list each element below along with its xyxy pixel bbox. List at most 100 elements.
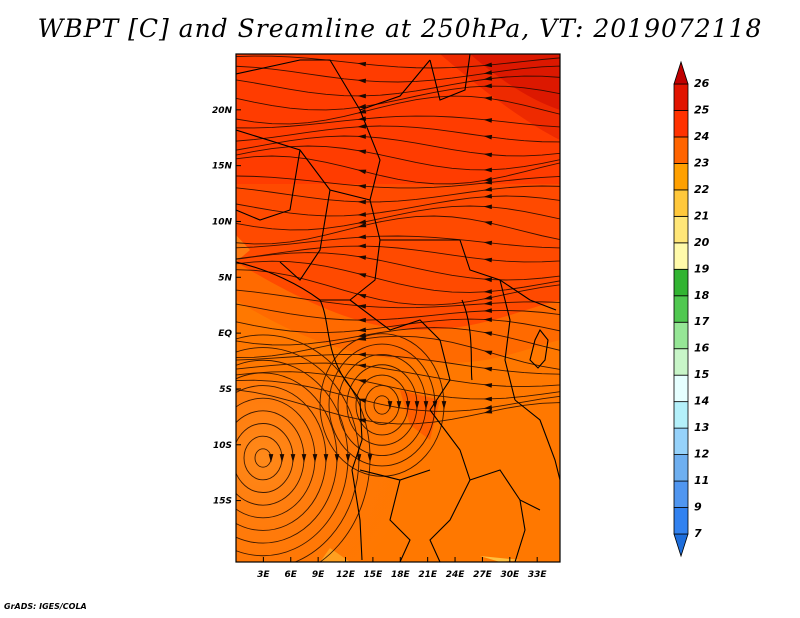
streamline-arrow <box>483 193 493 199</box>
streamline-arrow <box>357 93 366 99</box>
streamline-arrow <box>483 308 492 313</box>
colorbar-label: 9 <box>694 501 702 514</box>
streamline-arrow <box>312 454 318 463</box>
colorbar-label: 18 <box>694 289 710 302</box>
x-tick-label: 18E <box>391 570 411 580</box>
x-tick-label: 24E <box>446 570 466 580</box>
streamline-arrow <box>357 379 367 384</box>
streamline-arrow <box>483 277 493 283</box>
streamline-arrow <box>357 108 367 114</box>
streamline-arrow <box>357 352 366 357</box>
colorbar-segment <box>673 507 689 535</box>
x-tick-label: 6E <box>285 570 298 580</box>
streamline <box>236 195 560 217</box>
streamline-arrow <box>483 317 492 323</box>
streamline-arrow <box>357 184 367 189</box>
streamline <box>236 75 560 97</box>
y-tick-label: 5N <box>218 273 232 283</box>
colorbar-segment <box>673 427 689 455</box>
colorbar-segment <box>673 242 689 270</box>
chart-title: WBPT [C] and Sreamline at 250hPa, VT: 20… <box>37 14 763 43</box>
colorbar-segment <box>673 454 689 482</box>
streamline <box>236 252 560 281</box>
colorbar-segment <box>673 480 689 508</box>
streamline <box>236 269 560 306</box>
streamline-arrow <box>357 363 367 369</box>
streamline <box>236 389 560 425</box>
streamline-arrow <box>483 179 493 185</box>
y-tick-label: 15N <box>212 162 233 172</box>
streamline <box>236 85 560 111</box>
streamline-arrow <box>483 83 492 89</box>
streamline-arrow <box>345 454 351 463</box>
streamline-arrow <box>357 418 367 424</box>
streamline-arrow <box>357 336 367 341</box>
streamline-arrow <box>357 317 366 323</box>
y-tick-label: 20N <box>212 106 233 116</box>
streamline <box>236 362 560 388</box>
streamline-arrow <box>432 401 438 410</box>
streamline <box>236 205 560 231</box>
colorbar-segment <box>673 348 689 376</box>
streamline-arrow <box>357 123 367 129</box>
streamline <box>236 335 560 370</box>
colorbar-segment <box>673 268 689 297</box>
streamline <box>236 371 560 400</box>
colorbar-segment <box>673 215 689 244</box>
colorbar-label: 16 <box>694 342 710 355</box>
colorbar-label: 15 <box>694 368 710 381</box>
colorbar-label: 25 <box>694 103 710 116</box>
streamline <box>236 65 560 83</box>
colorbar-segment <box>673 136 689 164</box>
y-tick-label: 5S <box>219 385 232 395</box>
y-tick-label: 15S <box>213 497 232 507</box>
colorbar-segment <box>673 295 689 323</box>
streamline-arrow <box>483 408 493 414</box>
streamline-arrow <box>357 149 367 155</box>
colorbar-segment <box>673 163 689 191</box>
streamline-arrow <box>483 331 493 336</box>
x-tick-label: 33E <box>528 570 548 580</box>
streamline-arrow <box>268 454 274 463</box>
streamline-arrow <box>357 332 367 338</box>
streamline-arrow <box>483 152 493 158</box>
streamline-arrow <box>483 70 493 75</box>
streamline-arrow <box>357 222 367 228</box>
streamline <box>236 145 560 171</box>
x-tick-label: 27E <box>473 570 493 580</box>
x-tick-label: 15E <box>364 570 384 580</box>
streamline-arrow <box>483 295 493 300</box>
colorbar-segment <box>673 110 689 138</box>
streamline-arrow <box>483 134 493 140</box>
streamline-arrow <box>357 134 366 139</box>
streamline-arrow <box>357 234 367 240</box>
streamline <box>236 245 560 263</box>
streamline-arrow <box>357 104 367 109</box>
colorbar-segment <box>673 189 689 217</box>
streamline-arrow <box>356 454 362 463</box>
streamline <box>236 215 560 245</box>
colorbar-segment <box>673 533 689 558</box>
streamline-arrow <box>483 257 493 263</box>
streamline-arrow <box>290 454 296 463</box>
streamline-arrow <box>357 212 366 217</box>
colorbar-label: 24 <box>694 130 709 143</box>
streamline <box>236 235 560 249</box>
x-tick-label: 12E <box>336 570 356 580</box>
colorbar-label: 22 <box>694 183 710 196</box>
colorbar-label: 21 <box>694 209 709 222</box>
streamline-arrow <box>357 255 367 260</box>
colorbar-label: 14 <box>694 395 709 408</box>
streamline-arrow <box>483 396 492 402</box>
x-tick-label: 30E <box>500 570 520 580</box>
streamline-arrow <box>483 167 492 173</box>
streamline <box>236 55 560 69</box>
streamline-arrow <box>357 219 367 225</box>
streamline <box>236 175 560 189</box>
streamline <box>236 155 560 185</box>
streamline-arrow <box>483 350 493 356</box>
streamline-arrow <box>357 169 367 175</box>
streamline-arrow <box>483 62 493 68</box>
streamline-arrow <box>483 405 493 410</box>
